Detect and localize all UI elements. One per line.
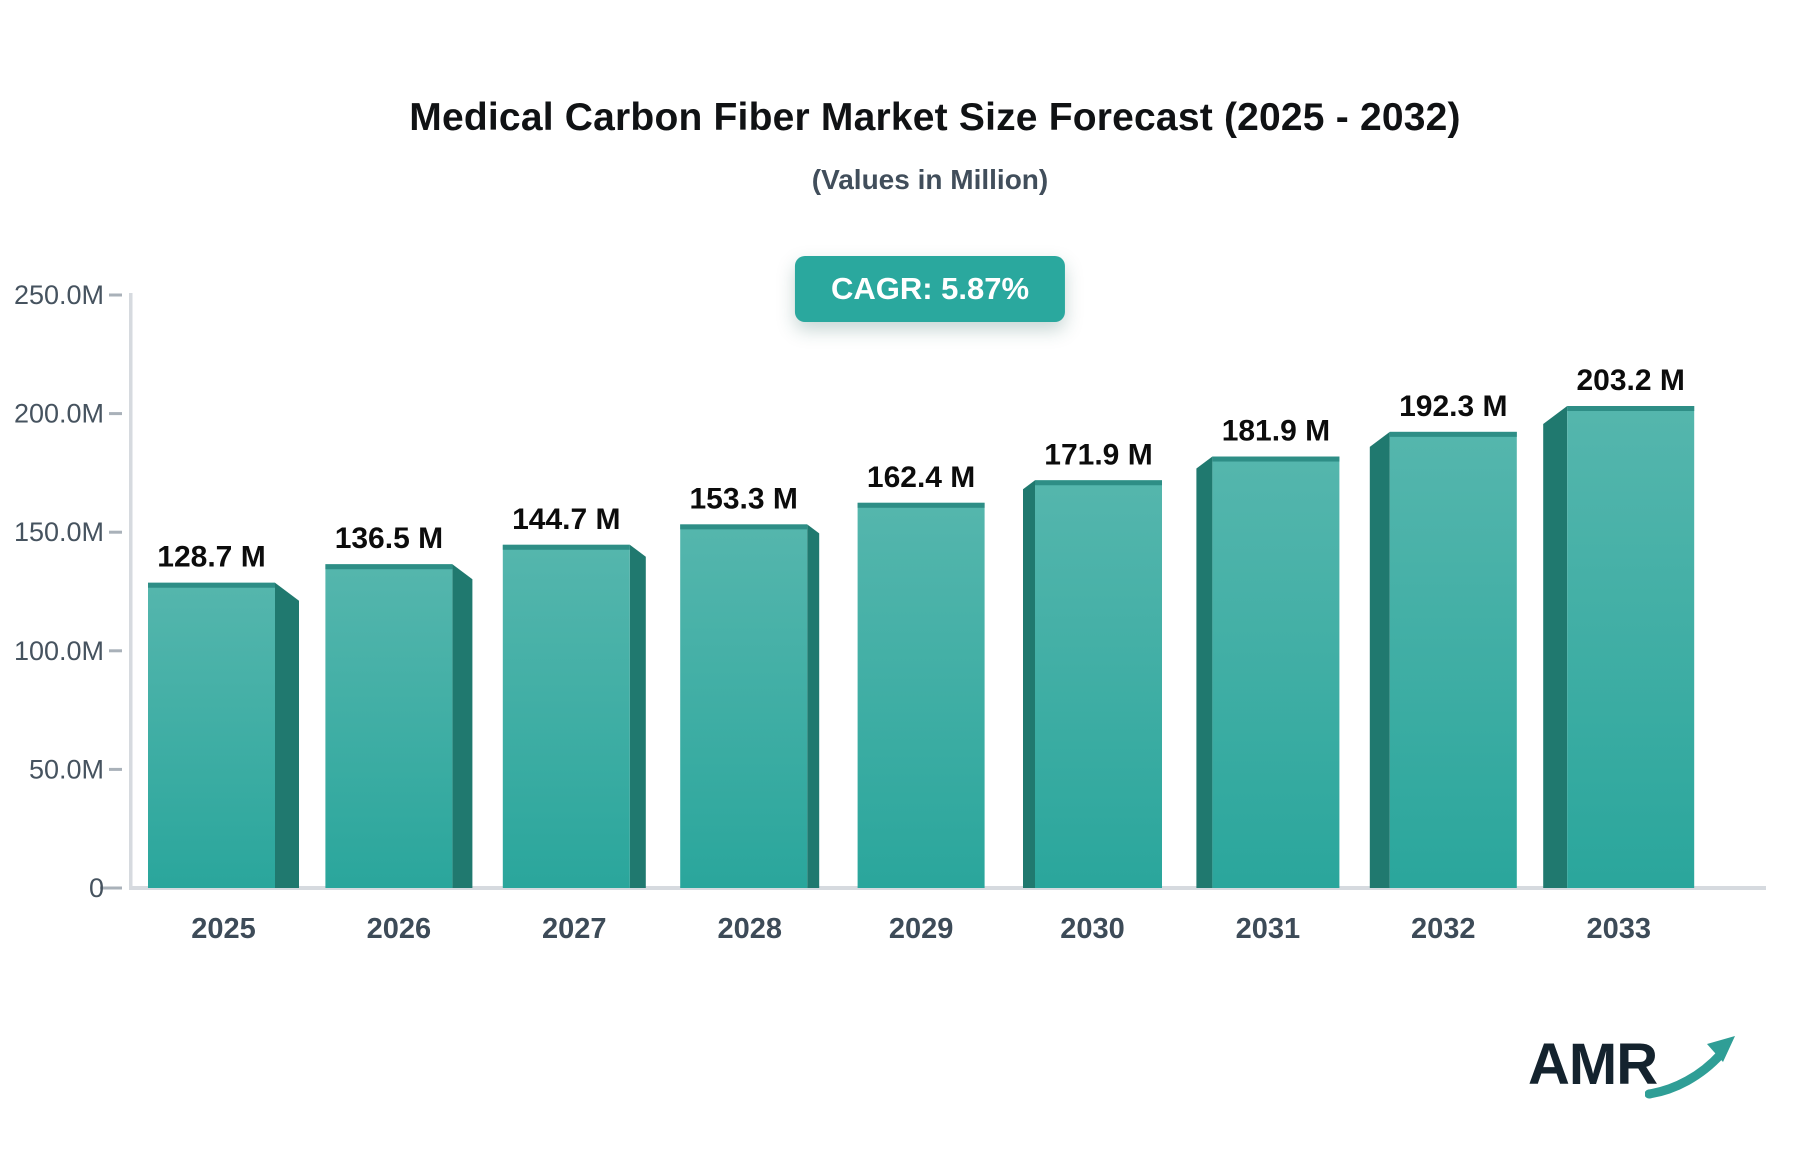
x-axis-category-label: 2025 <box>191 913 256 945</box>
chart-title: Medical Carbon Fiber Market Size Forecas… <box>409 96 1461 139</box>
x-axis-category-label: 2031 <box>1236 913 1301 945</box>
x-axis-category-label: 2032 <box>1411 913 1476 945</box>
bar-top-edge <box>1212 456 1340 462</box>
bar-2026: 136.5 M 2026 <box>325 522 473 945</box>
bar-value-label: 171.9 M <box>1044 438 1152 471</box>
bar-side-face <box>1023 480 1035 888</box>
bar-2029: 162.4 M 2029 <box>857 461 985 945</box>
bar-top-edge <box>680 524 808 530</box>
bar-side-face <box>1196 456 1213 888</box>
bar-front-face <box>502 544 630 888</box>
bar-value-label: 153.3 M <box>689 482 797 515</box>
amr-logo: AMR <box>1528 1036 1741 1100</box>
amr-logo-text: AMR <box>1528 1032 1658 1097</box>
bar-side-face <box>1369 431 1390 888</box>
bar-value-label: 181.9 M <box>1222 415 1330 448</box>
bar-top-edge <box>502 544 630 550</box>
bar-top-edge <box>857 502 985 508</box>
x-axis-category-label: 2026 <box>367 913 432 945</box>
plot-area: 0 50.0M 100.0M 150.0M 200.0M 250.0M 128.7 M 202… <box>14 280 1766 945</box>
bar-front-face <box>857 502 985 888</box>
x-axis-category-label: 2029 <box>889 913 954 945</box>
y-axis-tick-label: 150.0M <box>14 517 104 547</box>
y-axis-tick <box>109 293 122 297</box>
bar-front-face <box>1389 431 1517 888</box>
bar-top-edge <box>1035 480 1162 486</box>
y-axis-tick <box>100 886 122 890</box>
bar-top-edge <box>325 564 453 570</box>
bar-top-edge <box>148 582 275 588</box>
trend-up-arrow-icon <box>1645 1036 1736 1099</box>
bar-2025: 128.7 M 2025 <box>148 541 299 945</box>
bar-2033: 203.2 M 2033 <box>1543 364 1695 945</box>
bar-top-edge <box>1389 431 1517 437</box>
bar-value-label: 162.4 M <box>867 461 975 494</box>
y-axis-tick-label: 250.0M <box>14 280 104 310</box>
y-axis-tick-label: 200.0M <box>14 399 104 429</box>
y-axis-tick <box>109 767 122 771</box>
bar-front-face <box>325 564 453 888</box>
bar-front-face <box>1567 406 1695 888</box>
bar-2028: 153.3 M 2028 <box>680 482 820 945</box>
bar-side-face <box>629 544 646 888</box>
bar-side-face <box>275 582 299 888</box>
y-axis-tick-label: 100.0M <box>14 636 104 666</box>
bar-value-label: 128.7 M <box>157 541 265 574</box>
bar-front-face <box>680 524 808 888</box>
x-axis-category-label: 2033 <box>1586 913 1651 945</box>
chart-subtitle: (Values in Million) <box>811 164 1049 195</box>
bar-2032: 192.3 M 2032 <box>1369 390 1517 945</box>
x-axis-category-label: 2030 <box>1060 913 1125 945</box>
y-axis-tick <box>109 530 122 534</box>
bar-value-label: 203.2 M <box>1576 364 1684 397</box>
bar-value-label: 144.7 M <box>512 503 620 536</box>
bar-side-face <box>807 524 820 888</box>
bar-top-edge <box>1567 406 1695 412</box>
y-axis-tick-label: 50.0M <box>29 754 104 784</box>
bar-value-label: 192.3 M <box>1399 390 1507 423</box>
y-axis-tick <box>109 649 122 653</box>
y-axis-tick-label: 0 <box>89 873 104 903</box>
bar-side-face <box>452 564 473 888</box>
x-axis-category-label: 2027 <box>542 913 607 945</box>
x-axis-category-label: 2028 <box>717 913 782 945</box>
bar-2031: 181.9 M 2031 <box>1196 415 1340 945</box>
bar-value-label: 136.5 M <box>335 522 443 555</box>
y-axis-line <box>129 293 133 889</box>
bar-2030: 171.9 M 2030 <box>1023 438 1162 945</box>
bar-front-face <box>1035 480 1162 888</box>
y-axis-tick <box>109 412 122 416</box>
cagr-badge: CAGR: 5.87% <box>794 256 1066 322</box>
bar-2027: 144.7 M 2027 <box>502 503 646 945</box>
bar-side-face <box>1543 406 1568 888</box>
bar-front-face <box>1212 456 1340 888</box>
bar-front-face <box>148 582 275 888</box>
